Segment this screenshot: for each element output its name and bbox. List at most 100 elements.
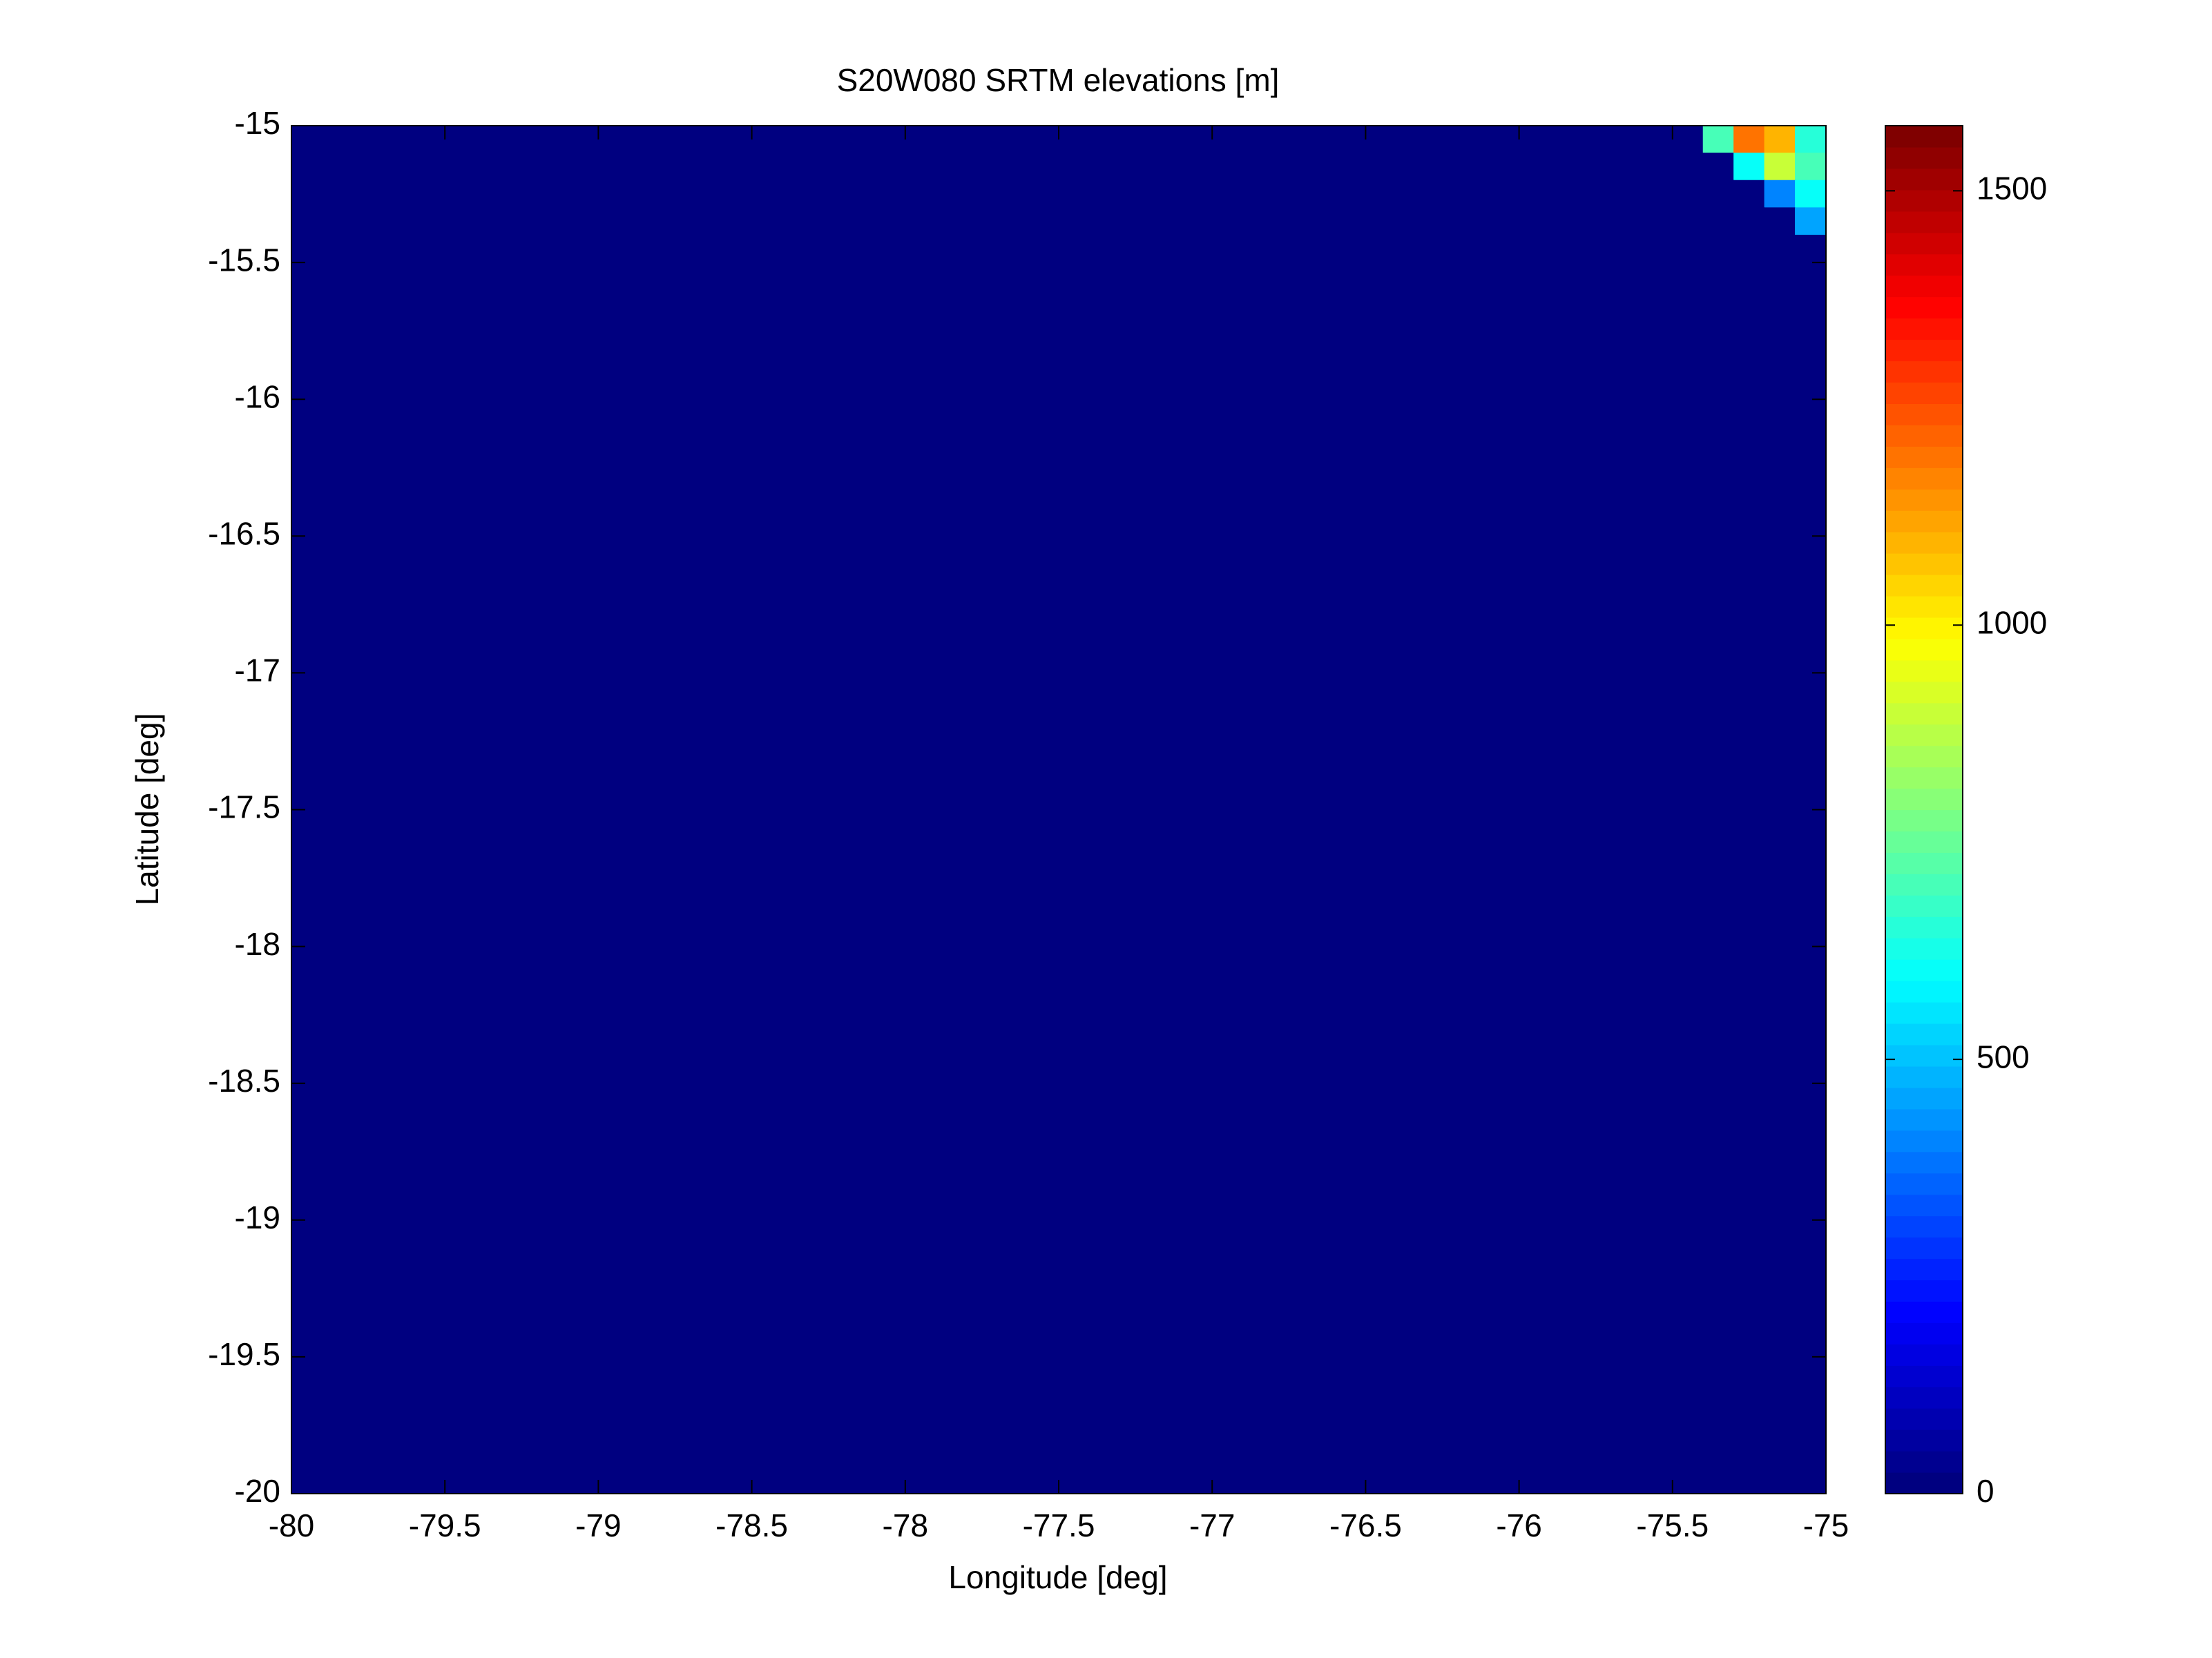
colorbar-swatch: [1885, 831, 1963, 854]
heatmap-cell: [291, 180, 1673, 209]
colorbar-swatch: [1885, 1002, 1963, 1024]
colorbar-swatch: [1885, 1130, 1963, 1153]
colorbar-swatch: [1885, 275, 1963, 298]
colorbar-swatch: [1885, 1237, 1963, 1260]
colorbar-swatch: [1885, 467, 1963, 490]
colorbar-swatch: [1885, 1258, 1963, 1281]
colorbar-swatch: [1885, 1215, 1963, 1238]
x-tick-label: -79: [575, 1507, 621, 1543]
colorbar-swatch: [1885, 617, 1963, 639]
heatmap-cell: [1702, 262, 1735, 1494]
heatmap-cell: [1702, 207, 1735, 235]
heatmap-cell: [1733, 125, 1765, 154]
heatmap-cell: [1702, 180, 1735, 209]
colorbar-swatch: [1885, 767, 1963, 789]
heatmap-cell: [1764, 207, 1796, 235]
y-tick-label: -18: [235, 926, 280, 962]
colorbar-swatch: [1885, 916, 1963, 938]
colorbar-swatch: [1885, 1387, 1963, 1409]
y-axis-label: Latitude [deg]: [129, 713, 165, 906]
x-tick-label: -75.5: [1636, 1507, 1709, 1543]
colorbar-swatch: [1885, 702, 1963, 725]
colorbar-swatch: [1885, 1472, 1963, 1494]
x-tick-label: -78.5: [715, 1507, 788, 1543]
colorbar-swatch: [1885, 1173, 1963, 1195]
x-tick-label: -76.5: [1329, 1507, 1402, 1543]
colorbar-swatch: [1885, 874, 1963, 896]
heatmap-cell: [1764, 234, 1796, 263]
y-tick-label: -15.5: [208, 242, 280, 278]
heatmap-cell: [291, 234, 1673, 263]
x-tick-label: -79.5: [409, 1507, 481, 1543]
colorbar-swatch: [1885, 1066, 1963, 1088]
x-tick-label: -78: [883, 1507, 928, 1543]
x-tick-label: -75: [1803, 1507, 1849, 1543]
colorbar-swatch: [1885, 981, 1963, 1003]
x-axis-label: Longitude [deg]: [948, 1559, 1167, 1595]
colorbar-swatch: [1885, 382, 1963, 404]
heatmap-cell: [291, 207, 1673, 235]
heatmap-cell: [1672, 153, 1704, 181]
colorbar-swatch: [1885, 532, 1963, 554]
colorbar-swatch: [1885, 1194, 1963, 1217]
y-tick-label: -19.5: [208, 1336, 280, 1372]
chart-title: S20W080 SRTM elevations [m]: [837, 62, 1280, 98]
heatmap-cell: [1795, 234, 1827, 263]
colorbar-swatch: [1885, 339, 1963, 362]
colorbar-swatch: [1885, 425, 1963, 447]
y-tick-label: -20: [235, 1473, 280, 1509]
colorbar-swatch: [1885, 1365, 1963, 1387]
heatmap-cell: [1733, 207, 1765, 235]
colorbar-swatch: [1885, 659, 1963, 682]
colorbar-swatch: [1885, 189, 1963, 212]
colorbar-tick-label: 0: [1977, 1473, 1994, 1509]
colorbar-swatch: [1885, 211, 1963, 233]
colorbar-swatch: [1885, 575, 1963, 597]
heatmap-cell: [1672, 262, 1704, 1494]
colorbar-swatch: [1885, 1429, 1963, 1452]
heatmap-cell: [1702, 234, 1735, 263]
x-tick-label: -80: [269, 1507, 314, 1543]
colorbar-tick-label: 1000: [1977, 604, 2047, 640]
y-tick-label: -16: [235, 378, 280, 414]
heatmap-cell: [1795, 262, 1827, 1494]
colorbar-swatch: [1885, 168, 1963, 191]
colorbar-swatch: [1885, 1151, 1963, 1174]
colorbar-swatch: [1885, 724, 1963, 746]
colorbar-swatch: [1885, 1344, 1963, 1366]
y-tick-label: -19: [235, 1199, 280, 1235]
x-tick-label: -76: [1496, 1507, 1541, 1543]
heatmap-cell: [1672, 234, 1704, 263]
heatmap-cell: [1702, 125, 1735, 154]
colorbar-swatch: [1885, 938, 1963, 960]
heatmap-cell: [1672, 207, 1704, 235]
heatmap-cell: [1764, 262, 1796, 1494]
heatmap-cell: [291, 262, 1673, 1494]
y-tick-label: -17.5: [208, 789, 280, 825]
colorbar-swatch: [1885, 553, 1963, 575]
colorbar-swatch: [1885, 1408, 1963, 1430]
heatmap-cell: [1672, 180, 1704, 209]
colorbar-swatch: [1885, 253, 1963, 276]
colorbar-swatch: [1885, 959, 1963, 981]
heatmap-cell: [291, 125, 1673, 154]
colorbar-swatch: [1885, 1044, 1963, 1067]
colorbar-swatch: [1885, 318, 1963, 340]
colorbar-swatch: [1885, 232, 1963, 255]
colorbar-tick-label: 1500: [1977, 170, 2047, 206]
colorbar-swatch: [1885, 595, 1963, 618]
heatmap-cell: [1764, 125, 1796, 154]
y-tick-label: -18.5: [208, 1063, 280, 1099]
colorbar-swatch: [1885, 146, 1963, 169]
y-tick-label: -15: [235, 105, 280, 141]
colorbar-swatch: [1885, 446, 1963, 468]
colorbar-swatch: [1885, 681, 1963, 704]
colorbar-swatch: [1885, 638, 1963, 661]
heatmap-cell: [1795, 125, 1827, 154]
colorbar-swatch: [1885, 403, 1963, 425]
heatmap-cell: [1733, 262, 1765, 1494]
y-tick-label: -17: [235, 653, 280, 688]
colorbar-swatch: [1885, 126, 1963, 148]
x-tick-label: -77.5: [1023, 1507, 1095, 1543]
colorbar-tick-label: 500: [1977, 1039, 2030, 1074]
